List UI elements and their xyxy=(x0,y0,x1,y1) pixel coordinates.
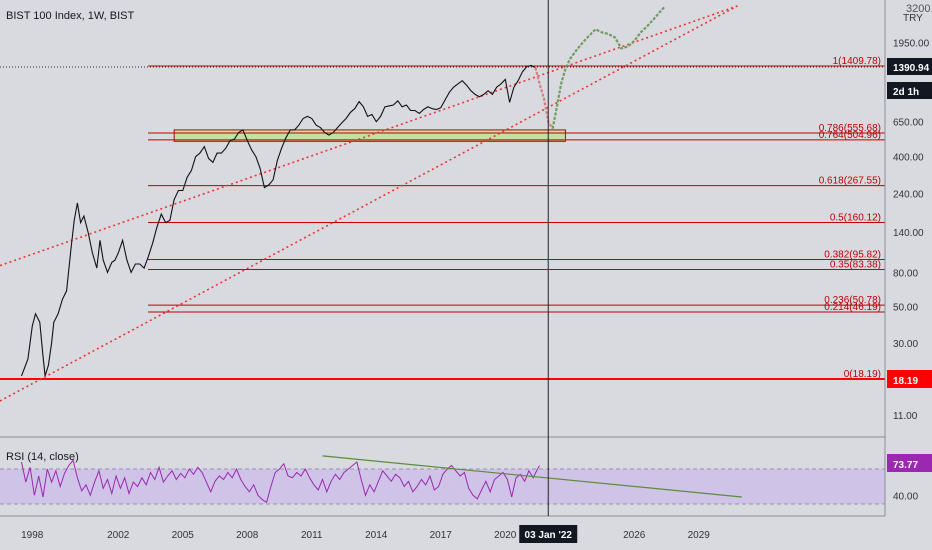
rsi-value-badge: 73.77 xyxy=(893,460,918,471)
y-tick-label-8: 30.00 xyxy=(893,339,918,350)
x-tick-label-3: 2008 xyxy=(236,530,259,541)
crosshair-date-label: 03 Jan '22 xyxy=(525,530,573,541)
x-tick-label-10: 2029 xyxy=(688,530,711,541)
fib-label-5: 0.382(95.82) xyxy=(824,249,881,260)
x-tick-label-2: 2005 xyxy=(172,530,195,541)
x-tick-label-7: 2020 xyxy=(494,530,517,541)
fib-label-1: 0.786(555.68) xyxy=(819,123,881,134)
trendline-0[interactable] xyxy=(0,5,738,267)
rsi-value-badge-bg xyxy=(887,454,932,472)
x-tick-label-1: 2002 xyxy=(107,530,130,541)
fib-label-2: 0.764(504.96) xyxy=(819,130,881,141)
currency-label[interactable]: TRY xyxy=(903,13,923,24)
projection-down-line[interactable] xyxy=(534,67,554,130)
partial-top-price: 3200.00 xyxy=(906,3,932,15)
projection-up-line[interactable] xyxy=(551,6,666,129)
y-tick-label-0: 1950.00 xyxy=(893,39,930,50)
x-tick-label-4: 2011 xyxy=(301,530,323,541)
x-tick-label-6: 2017 xyxy=(430,530,453,541)
y-tick-label-3: 400.00 xyxy=(893,153,924,164)
countdown-badge-bg xyxy=(887,82,932,99)
y-tick-label-2: 650.00 xyxy=(893,118,924,129)
y-tick-label-6: 80.00 xyxy=(893,268,918,279)
x-tick-label-9: 2026 xyxy=(623,530,646,541)
rsi-trendline[interactable] xyxy=(322,455,742,498)
crosshair-date-bg xyxy=(519,525,578,543)
fib-label-7: 0.236(50.78) xyxy=(824,295,881,306)
rsi-title[interactable]: RSI (14, close) xyxy=(6,451,79,463)
x-tick-label-5: 2014 xyxy=(365,530,388,541)
fib-label-6: 0.35(83.38) xyxy=(830,259,881,270)
price-series-line[interactable] xyxy=(20,64,536,377)
y-tick-label-10: 11.00 xyxy=(893,411,918,422)
last-price-badge: 1390.94 xyxy=(893,63,930,74)
countdown-badge: 2d 1h xyxy=(893,87,919,98)
rsi-tick-label-0: 40.00 xyxy=(893,491,918,502)
y-tick-label-5: 140.00 xyxy=(893,228,924,239)
y-tick-label-7: 50.00 xyxy=(893,302,918,313)
symbol-title[interactable]: BIST 100 Index, 1W, BIST xyxy=(6,10,134,22)
x-tick-label-0: 1998 xyxy=(21,530,44,541)
fib-label-8: 0.214(46.19) xyxy=(824,302,881,313)
fib-label-0: 1(1409.78) xyxy=(833,56,881,67)
base-price-badge: 18.19 xyxy=(893,376,918,387)
fib-label-3: 0.618(267.55) xyxy=(819,176,881,187)
last-price-badge-bg xyxy=(887,58,932,75)
fib-label-9: 0(18.19) xyxy=(844,369,881,380)
y-tick-label-4: 240.00 xyxy=(893,189,924,200)
base-price-badge-bg xyxy=(887,370,932,388)
rsi-line[interactable] xyxy=(21,459,541,504)
fib-label-4: 0.5(160.12) xyxy=(830,213,881,224)
